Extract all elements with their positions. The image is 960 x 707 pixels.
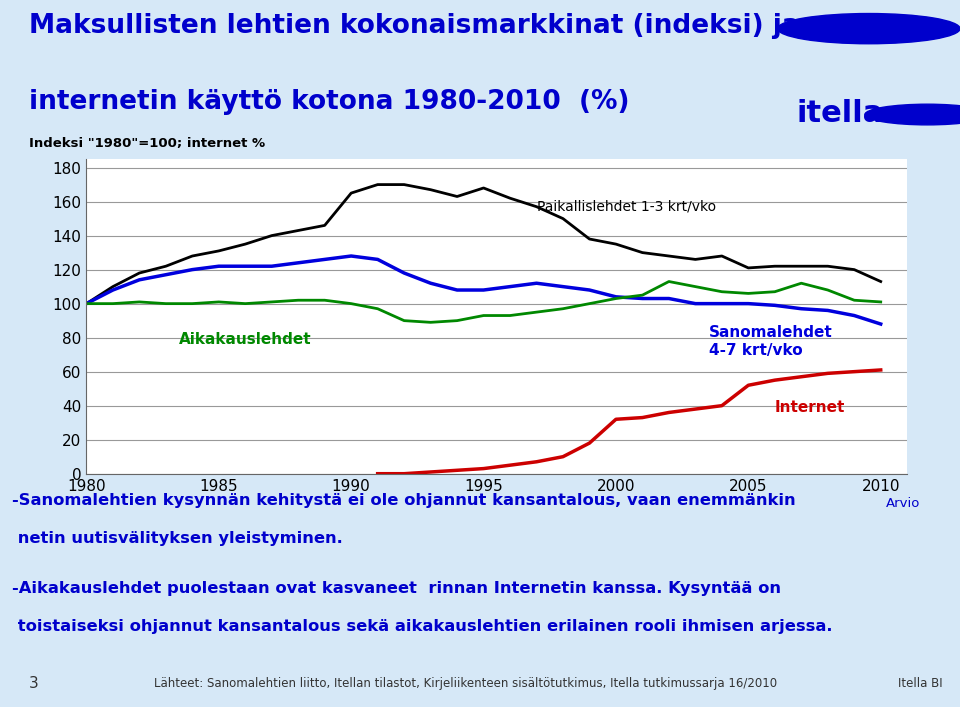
Text: Arvio: Arvio [886, 498, 921, 510]
Text: Sanomalehdet
4-7 krt/vko: Sanomalehdet 4-7 krt/vko [708, 325, 832, 358]
Text: Itella BI: Itella BI [898, 677, 942, 690]
Circle shape [865, 104, 960, 125]
Text: toistaiseksi ohjannut kansantalous sekä aikakauslehtien erilainen rooli ihmisen : toistaiseksi ohjannut kansantalous sekä … [12, 619, 833, 633]
Text: itella: itella [797, 98, 884, 128]
Text: 3: 3 [29, 676, 38, 691]
Text: netin uutisvälityksen yleistyminen.: netin uutisvälityksen yleistyminen. [12, 531, 344, 546]
Circle shape [778, 13, 960, 44]
Text: internetin käyttö kotona 1980-2010  (%): internetin käyttö kotona 1980-2010 (%) [29, 89, 630, 115]
Text: Indeksi "1980"=100; internet %: Indeksi "1980"=100; internet % [29, 136, 265, 150]
Text: Lähteet: Sanomalehtien liitto, Itellan tilastot, Kirjeliikenteen sisältötutkimus: Lähteet: Sanomalehtien liitto, Itellan t… [154, 677, 777, 690]
Text: -Aikakauslehdet puolestaan ovat kasvaneet  rinnan Internetin kanssa. Kysyntää on: -Aikakauslehdet puolestaan ovat kasvanee… [12, 580, 781, 595]
Text: Maksullisten lehtien kokonaismarkkinat (indeksi) ja: Maksullisten lehtien kokonaismarkkinat (… [29, 13, 800, 39]
Text: -Sanomalehtien kysynnän kehitystä ei ole ohjannut kansantalous, vaan enemmänkin: -Sanomalehtien kysynnän kehitystä ei ole… [12, 493, 796, 508]
Text: Aikakauslehdet: Aikakauslehdet [180, 332, 312, 347]
Text: Internet: Internet [775, 400, 845, 416]
Text: Paikallislehdet 1-3 krt/vko: Paikallislehdet 1-3 krt/vko [537, 199, 715, 213]
